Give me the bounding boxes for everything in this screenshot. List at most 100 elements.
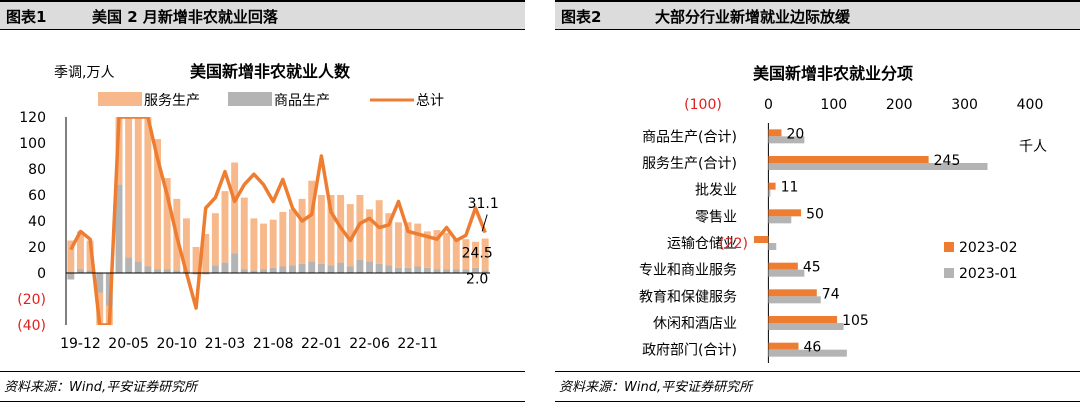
category-label: 商品生产(合计) [642, 129, 737, 145]
services-bar [433, 230, 441, 270]
services-bar [385, 213, 393, 266]
goods-bar [134, 261, 142, 273]
services-bar [472, 241, 480, 268]
value-label: 50 [806, 206, 824, 222]
services-bar [443, 232, 451, 270]
x-tick-label: 22-06 [349, 336, 390, 352]
legend-swatch [944, 268, 954, 278]
x-tick-label: 22-01 [301, 336, 342, 352]
goods-bar [269, 267, 277, 273]
goods-bar [337, 262, 345, 273]
goods-bar [154, 269, 162, 273]
services-bar [250, 218, 258, 271]
bar-2023-02 [768, 289, 817, 297]
legend-swatch [98, 92, 142, 106]
category-label: 休闲和酒店业 [653, 316, 737, 332]
services-bar [202, 234, 210, 273]
x-tick-label: 0 [764, 97, 773, 113]
services-bar [288, 209, 296, 266]
legend-label: 服务生产 [144, 93, 200, 109]
bar-2023-02 [754, 236, 769, 243]
goods-bar [433, 269, 441, 273]
goods-bar [288, 265, 296, 273]
x-tick-label: 21-08 [253, 336, 294, 352]
goods-bar [452, 269, 460, 273]
goods-bar [173, 270, 181, 273]
x-tick-label: 19-12 [60, 336, 101, 352]
annotation-services: 24.5 [462, 245, 493, 261]
services-bar [96, 292, 104, 325]
bar-2023-02 [768, 156, 929, 163]
services-bar [182, 218, 190, 271]
y-tick-label: (40) [17, 318, 46, 334]
goods-bar [260, 269, 268, 273]
chart-nonfarm-breakdown: 美国新增非农就业分项 (100) 0 100 200 300 400 千人 商品生产(合计) 20… [639, 64, 1047, 363]
figure-title: 大部分行业新增就业边际放缓 [655, 8, 851, 26]
services-bar [298, 198, 306, 264]
bar-2023-01 [768, 243, 777, 250]
services-bar [366, 209, 374, 262]
chart-title: 美国新增非农就业分项 [753, 64, 913, 83]
legend-label: 2023-02 [959, 240, 1018, 256]
divider [0, 401, 525, 402]
goods-bar [240, 269, 248, 273]
annotation-total: 31.1 [468, 196, 499, 212]
bar-2023-02 [768, 262, 798, 270]
services-bar [134, 117, 142, 262]
bar-2023-02 [768, 182, 776, 190]
goods-bar [462, 269, 470, 273]
goods-bar [375, 263, 383, 273]
value-label: 46 [803, 340, 821, 356]
figure-title: 美国 2 月新增非农就业回落 [92, 8, 278, 26]
figure-number: 图表1 [6, 8, 47, 26]
goods-bar [279, 266, 287, 273]
divider [555, 371, 1080, 372]
unit-label: 千人 [1019, 139, 1047, 155]
chart-title: 美国新增非农就业人数 [190, 62, 351, 81]
category-label: 运输仓储业 [667, 236, 737, 252]
plot-area [67, 117, 489, 325]
value-label: 11 [781, 180, 799, 196]
legend-label: 2023-01 [959, 266, 1018, 282]
x-tick-label: 100 [820, 97, 847, 113]
services-bar [308, 180, 316, 262]
services-bar [154, 139, 162, 270]
services-bar [192, 247, 200, 273]
annotation-leader [481, 214, 488, 232]
divider [555, 401, 1080, 402]
value-label: (22) [719, 236, 748, 252]
annotation-goods: 2.0 [466, 271, 488, 287]
services-bar [423, 231, 431, 268]
goods-bar [86, 270, 94, 273]
y-tick-label: 40 [28, 214, 46, 230]
services-bar [404, 222, 412, 268]
legend-swatch [944, 242, 954, 252]
services-bar [240, 197, 248, 270]
goods-bar [317, 263, 325, 273]
value-label: 105 [842, 313, 869, 329]
value-label: 74 [822, 286, 840, 302]
goods-bar [394, 267, 402, 273]
services-bar [269, 219, 277, 268]
x-tick-label: 400 [1017, 97, 1044, 113]
y-axis-label: 季调,万人 [54, 65, 114, 81]
bar-2023-01 [768, 323, 844, 330]
goods-bar [481, 270, 489, 273]
services-bar [125, 117, 133, 258]
legend-label: 总计 [416, 93, 444, 109]
category-label: 服务生产(合计) [642, 156, 737, 172]
x-tick-label: 200 [886, 97, 913, 113]
x-tick-label: 22-11 [397, 336, 438, 352]
services-bar [279, 211, 287, 267]
goods-bar [308, 261, 316, 273]
category-label: 政府部门(合计) [642, 343, 737, 359]
services-bar [86, 240, 94, 271]
services-bar [211, 213, 219, 266]
goods-bar [76, 269, 84, 273]
goods-bar [163, 269, 171, 273]
goods-bar [385, 265, 393, 273]
services-bar [356, 195, 364, 260]
value-label: 20 [786, 126, 804, 142]
legend-swatch [228, 92, 272, 106]
category-label: 专业和商业服务 [639, 263, 737, 279]
